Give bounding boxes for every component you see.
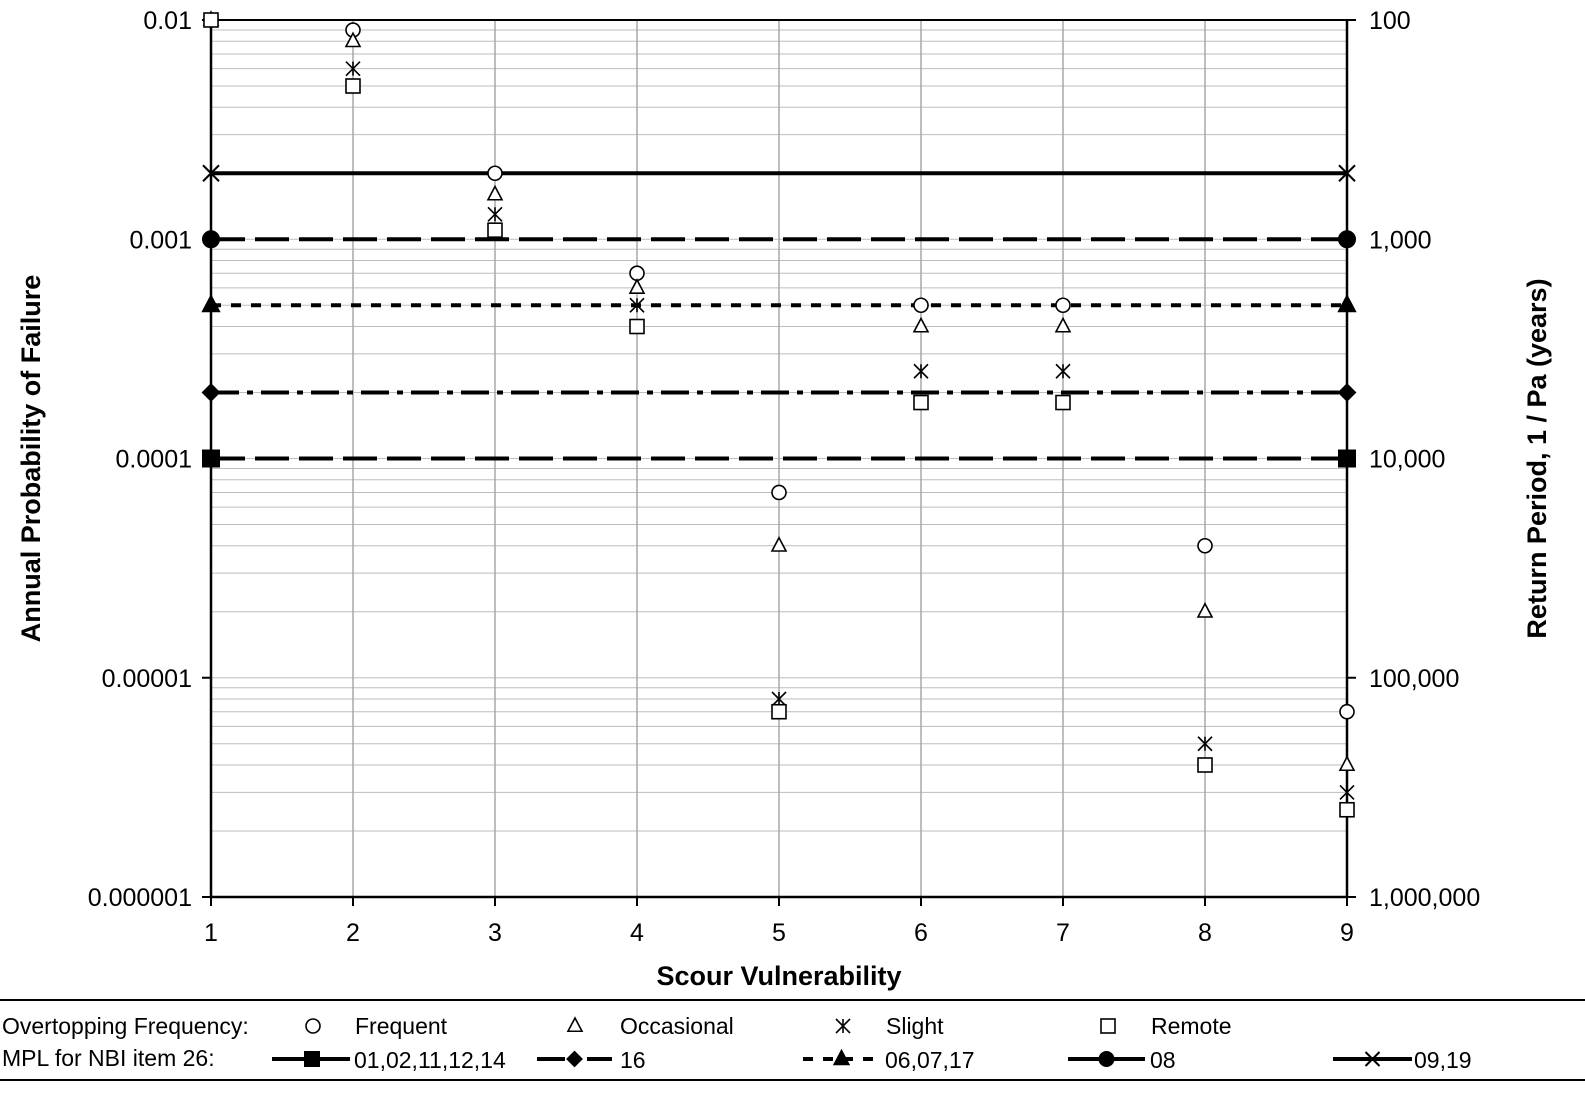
x-tick-label: 3	[488, 919, 502, 947]
mpl-marker-square	[1338, 449, 1356, 468]
legend-marker-square	[304, 1051, 320, 1067]
x-tick-label: 9	[1340, 919, 1354, 947]
point-remote	[1339, 801, 1355, 818]
y-tick-label: 0.001	[129, 226, 192, 254]
x-axis-title: Scour Vulnerability	[656, 961, 901, 991]
legend-marker-triangle	[832, 1048, 851, 1066]
legend-mpl-title: MPL for NBI item 26:	[2, 1045, 215, 1071]
point-remote	[1197, 757, 1213, 773]
point-occasional	[770, 535, 788, 552]
point-occasional	[1196, 601, 1214, 618]
legend-marker-occasional	[566, 1016, 584, 1033]
point-occasional	[628, 278, 646, 294]
y-tick-label: 0.00001	[102, 665, 192, 693]
y-tick-label: 0.01	[143, 7, 192, 35]
mpl-marker-x	[202, 164, 220, 182]
point-frequent	[629, 265, 645, 282]
legend-label-mpl: 06,07,17	[885, 1047, 975, 1073]
legend-marker-circle	[1098, 1051, 1115, 1067]
mpl-marker-circle	[1338, 230, 1356, 249]
x-tick-label: 5	[772, 919, 786, 947]
y2-tick-label: 1,000	[1369, 226, 1432, 254]
point-slight	[771, 691, 787, 707]
mpl-lines	[201, 164, 1357, 468]
mpl-marker-circle	[202, 230, 220, 249]
point-slight	[1197, 736, 1213, 752]
x-tick-label: 8	[1198, 919, 1212, 947]
mpl-marker-x	[1338, 164, 1356, 182]
legend-label-mpl: 16	[620, 1047, 646, 1073]
y2-tick-label: 100,000	[1369, 665, 1459, 693]
point-remote	[629, 318, 645, 335]
point-frequent	[771, 484, 787, 501]
legend-marker-x	[1364, 1051, 1381, 1067]
point-slight	[1339, 784, 1355, 800]
y2-axis-title: Return Period, 1 / Pa (years)	[1522, 278, 1552, 638]
legend-label-frequent: Frequent	[355, 1013, 448, 1039]
point-occasional	[344, 31, 362, 48]
point-slight	[487, 206, 503, 222]
axes: 1 2 3 4 5 6 7 8 9 0.01 0.001 0.0001 0.00001 0.000001 1…	[88, 7, 1481, 947]
point-occasional	[1054, 316, 1072, 333]
point-slight	[1055, 363, 1071, 379]
legend-label-slight: Slight	[886, 1013, 944, 1039]
point-occasional	[486, 184, 504, 201]
point-occasional	[1338, 755, 1356, 772]
data-points	[202, 10, 1356, 818]
point-slight	[629, 297, 645, 313]
legend-marker-slight	[835, 1018, 851, 1034]
point-frequent	[1197, 537, 1213, 554]
legend-label-occasional: Occasional	[620, 1013, 734, 1039]
point-remote	[203, 12, 219, 28]
mpl-marker-square	[202, 449, 220, 468]
mpl-marker-triangle	[1337, 293, 1357, 313]
x-tick-label: 6	[914, 919, 928, 947]
point-frequent	[487, 165, 503, 182]
mpl-marker-diamond	[201, 383, 221, 402]
y2-tick-label: 10,000	[1369, 446, 1445, 474]
point-slight	[913, 363, 929, 379]
point-frequent	[1055, 297, 1071, 314]
point-remote	[487, 222, 503, 238]
point-remote	[1055, 394, 1071, 411]
legend-overtopping-title: Overtopping Frequency:	[2, 1013, 249, 1039]
mpl-marker-diamond	[1337, 383, 1357, 402]
x-tick-label: 4	[630, 919, 644, 947]
point-slight	[345, 61, 361, 77]
legend-label-remote: Remote	[1151, 1013, 1232, 1039]
y-tick-label: 0.0001	[116, 446, 192, 474]
legend-label-mpl: 09,19	[1414, 1047, 1472, 1073]
x-tick-label: 2	[346, 919, 360, 947]
x-tick-label: 1	[204, 919, 218, 947]
x-tick-label: 7	[1056, 919, 1070, 947]
grid	[210, 20, 1348, 898]
y2-tick-label: 100	[1369, 7, 1411, 35]
y2-tick-label: 1,000,000	[1369, 884, 1480, 912]
legend: Overtopping Frequency: MPL for NBI item …	[0, 999, 1585, 1081]
legend-marker-frequent	[305, 1018, 321, 1034]
axis-labels: Scour Vulnerability Annual Probability o…	[16, 275, 1552, 991]
point-remote	[345, 78, 361, 94]
point-remote	[913, 394, 929, 411]
point-occasional	[912, 316, 930, 333]
legend-marker-diamond	[566, 1050, 583, 1068]
legend-marker-remote	[1100, 1018, 1116, 1034]
y-tick-label: 0.000001	[88, 884, 192, 912]
y-axis-title: Annual Probability of Failure	[16, 275, 46, 643]
legend-label-mpl: 08	[1150, 1047, 1176, 1073]
point-frequent	[913, 297, 929, 314]
point-frequent	[1339, 703, 1355, 720]
mpl-marker-triangle	[201, 293, 221, 313]
legend-label-mpl: 01,02,11,12,14	[354, 1047, 506, 1073]
point-remote	[771, 703, 787, 720]
